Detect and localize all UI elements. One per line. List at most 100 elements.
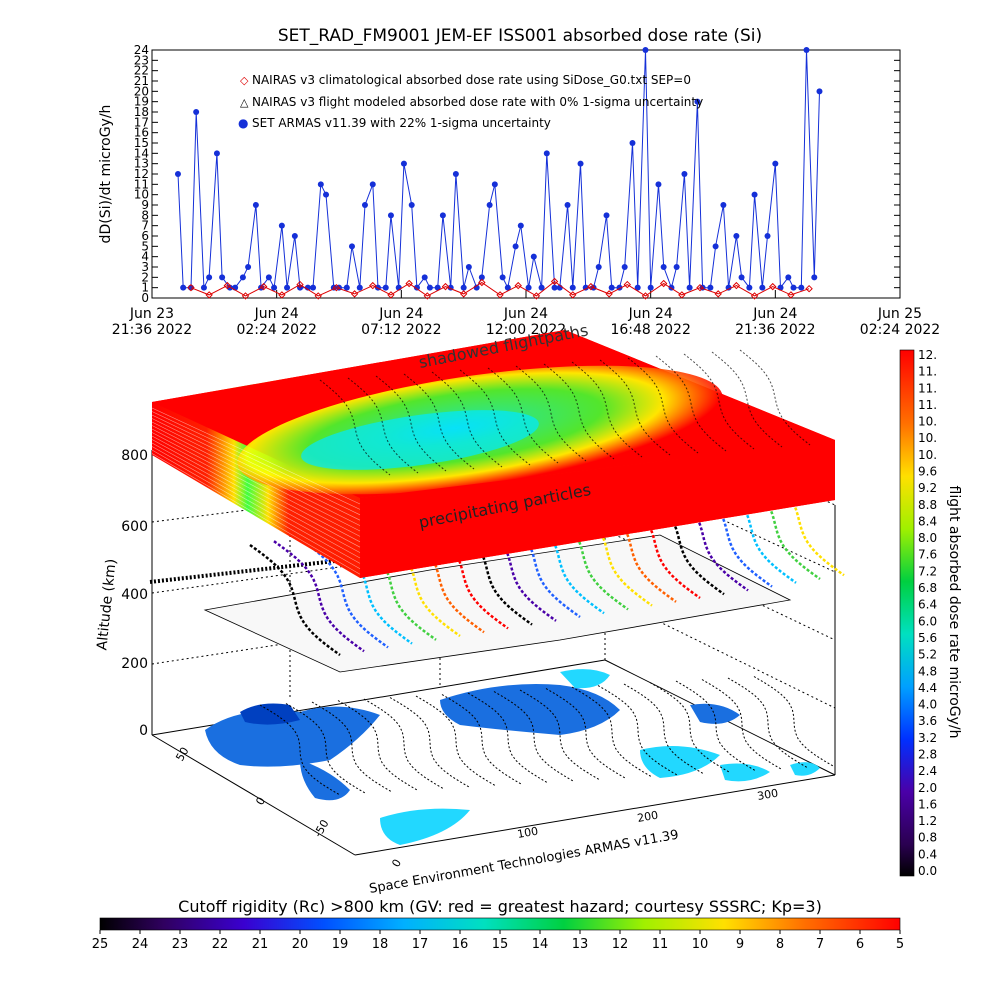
slab-stripe: [151, 435, 361, 548]
series-line: [177, 49, 820, 290]
slab-stripe: [151, 453, 361, 575]
slab-stripe: [151, 414, 361, 516]
armas-point: [499, 274, 506, 281]
colorbar-right-tick: 3.2: [918, 731, 937, 745]
colorbar-right-tick: 7.6: [918, 548, 937, 562]
armas-point: [785, 274, 792, 281]
slab-stripe: [151, 407, 361, 505]
armas-point: [694, 98, 701, 105]
armas-point: [595, 264, 602, 270]
slab-track: [459, 369, 531, 466]
armas-point: [206, 274, 213, 281]
armas-point: [219, 274, 226, 281]
colorbar-right-tick: 3.6: [918, 714, 937, 728]
colorbar-right-tick: 0.8: [918, 831, 937, 845]
slab-stripe: [151, 446, 361, 564]
time-series-chart: SET_RAD_FM9001 JEM-EF ISS001 absorbed do…: [98, 26, 940, 338]
y-tick-label: 8: [141, 208, 149, 222]
slab-track: [515, 365, 587, 462]
colorbar-bottom-tick: 8: [776, 937, 784, 952]
y-tick-label: 18: [134, 105, 149, 119]
armas-point: [284, 284, 291, 291]
armas-point: [382, 284, 389, 291]
dose-rate-colorbar: 12. 11. 11. 11. 10. 10. 10. 9.6 9.2 8.8 8.4 8.0 7.6 7…: [899, 348, 962, 878]
orbit-track: [585, 490, 677, 603]
nairas-point: [405, 279, 413, 288]
orbit-track: [681, 475, 773, 588]
armas-point: [193, 109, 200, 115]
armas-point: [174, 171, 181, 177]
nairas-point: [314, 292, 322, 300]
armas-point: [790, 284, 797, 291]
colorbar-right-tick: 9.2: [918, 481, 937, 495]
nairas-point: [641, 292, 650, 300]
chart-title: SET_RAD_FM9001 JEM-EF ISS001 absorbed do…: [278, 26, 762, 46]
colorbar-bottom-tick: 5: [896, 937, 904, 952]
world-map-floor: [182, 668, 835, 850]
y-tick-label: 22: [134, 64, 149, 78]
armas-point: [512, 243, 519, 250]
orbit-track: [609, 486, 701, 600]
armas-point: [634, 284, 641, 291]
armas-point: [413, 284, 420, 291]
armas-point: [543, 150, 550, 157]
y-tick-label: 0: [141, 291, 149, 305]
nairas-point: [532, 292, 541, 300]
x-tick-time: 02:24 2022: [860, 322, 940, 338]
x-tick-day: Jun 23: [129, 306, 174, 322]
armas-point: [460, 284, 467, 291]
colorbar-right-tick: 4.4: [918, 681, 937, 695]
armas-point: [712, 243, 719, 250]
alt-tick-0: 0: [139, 723, 148, 739]
colorbar-right-tick: 6.0: [918, 614, 937, 628]
orbit-track: [633, 483, 725, 596]
armas-point: [400, 160, 407, 167]
orbit-track: [513, 502, 605, 615]
lat-tick-50: 50: [173, 745, 191, 764]
colorbar-right-tick: 0.4: [918, 847, 937, 861]
alt-tick-400: 400: [121, 587, 148, 603]
armas-point: [343, 284, 350, 291]
x-tick-day: Jun 24: [503, 306, 548, 322]
slab-stripe: [151, 421, 361, 526]
colorbar-right-label: flight absorbed dose rate microGy/h: [946, 486, 962, 739]
lon-tick-200: 200: [636, 809, 659, 825]
x-tick-time: 21:36 2022: [112, 322, 192, 338]
armas-point: [816, 88, 823, 95]
x-tick-day: Jun 25: [877, 306, 922, 322]
armas-point: [439, 212, 446, 219]
orbit-track: [369, 524, 461, 638]
armas-point: [304, 284, 311, 291]
armas-point: [707, 284, 714, 291]
y-tick-label: 23: [134, 53, 149, 67]
colorbar-right-tick: 10.: [918, 415, 937, 429]
slab-stripe: [151, 432, 361, 543]
colorbar-bottom-tick: 15: [492, 937, 509, 952]
colorbar-right-gradient: [899, 349, 915, 877]
colorbar-right-tick: 7.2: [918, 564, 937, 578]
slab-track: [571, 361, 643, 458]
colorbar-bottom-tick: 25: [92, 937, 109, 952]
flight-path-layer: [149, 464, 845, 673]
armas-point: [686, 284, 693, 291]
slab-track: [375, 375, 447, 472]
y-axis-label: dD(Si)/dt microGy/h: [98, 105, 114, 244]
armas-point: [323, 191, 330, 198]
armas-point: [426, 284, 433, 291]
slab-track: [487, 367, 559, 464]
nairas-point: [241, 292, 250, 300]
colorbar-bottom-label: Cutoff rigidity (Rc) >800 km (GV: red = …: [178, 897, 822, 916]
colorbar-right-tick: 8.0: [918, 531, 937, 545]
orbit-track: [705, 471, 797, 584]
orbit-track: [441, 513, 533, 626]
slab-track: [599, 359, 671, 456]
slab-stripe: [151, 428, 361, 537]
armas-point: [187, 284, 194, 291]
colorbar-bottom-tick: 21: [252, 937, 269, 952]
y-tick-label: 19: [134, 95, 149, 109]
armas-point: [738, 274, 745, 281]
armas-point: [245, 264, 252, 270]
colorbar-right-tick: 6.4: [918, 598, 937, 612]
nairas-point: [459, 290, 468, 298]
